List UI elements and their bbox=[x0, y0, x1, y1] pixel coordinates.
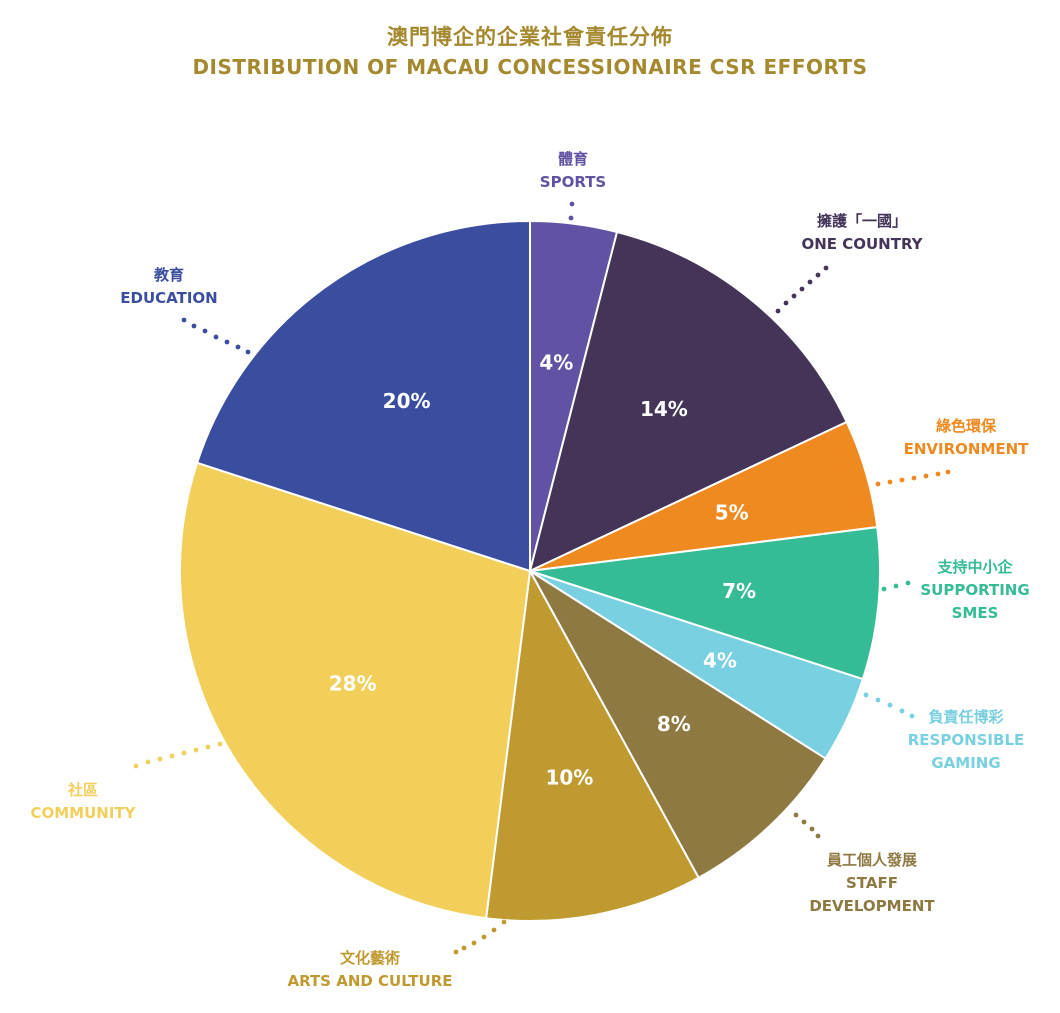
chart-title: 澳門博企的企業社會責任分佈 bbox=[387, 25, 673, 49]
category-name-zh-one-country: 擁護「一國」 bbox=[817, 212, 907, 230]
category-name-zh-supporting-smes: 支持中小企 bbox=[936, 558, 1013, 576]
category-name-zh-sports: 體育 bbox=[558, 150, 588, 168]
leader-dots-staff-development bbox=[793, 812, 821, 839]
category-name-zh-environment: 綠色環保 bbox=[936, 417, 997, 435]
category-label-staff-development: 員工個人發展 STAFF DEVELOPMENT bbox=[809, 851, 935, 915]
category-name-zh-arts-and-culture: 文化藝術 bbox=[340, 949, 400, 967]
category-name-en-arts-and-culture: ARTS AND CULTURE bbox=[287, 972, 452, 990]
category-name-en-sports: SPORTS bbox=[540, 173, 606, 191]
pie-slice-staff-development bbox=[529, 570, 827, 880]
category-label-community: 社區 COMMUNITY bbox=[30, 781, 136, 822]
chart-title-block: 澳門博企的企業社會責任分佈 DISTRIBUTION OF MACAU CONC… bbox=[0, 22, 1060, 82]
category-name-en-staff-development-1: STAFF bbox=[846, 874, 898, 892]
leader-dots-supporting-smes bbox=[881, 580, 911, 592]
slice-percent-arts-and-culture: 10% bbox=[545, 765, 593, 789]
category-name-en-supporting-smes-1: SUPPORTING bbox=[920, 581, 1029, 599]
slice-percent-sports: 4% bbox=[539, 351, 573, 375]
category-label-supporting-smes: 支持中小企 SUPPORTING SMES bbox=[920, 558, 1029, 622]
category-name-zh-community: 社區 bbox=[67, 781, 98, 799]
pie-slice-education bbox=[195, 219, 531, 573]
pie-slice-supporting-smes bbox=[529, 526, 881, 681]
category-name-zh-education: 教育 bbox=[153, 266, 184, 284]
slice-percent-one-country: 14% bbox=[640, 397, 688, 421]
leader-dots-one-country bbox=[775, 265, 829, 314]
slice-percent-supporting-smes: 7% bbox=[722, 579, 756, 603]
leader-dots-environment bbox=[875, 469, 951, 487]
chart-subtitle: DISTRIBUTION OF MACAU CONCESSIONAIRE CSR… bbox=[192, 55, 868, 79]
slice-percent-education: 20% bbox=[383, 389, 431, 413]
category-name-en-responsible-gaming-2: GAMING bbox=[931, 754, 1000, 772]
category-name-en-supporting-smes-2: SMES bbox=[952, 604, 999, 622]
category-label-arts-and-culture: 文化藝術 ARTS AND CULTURE bbox=[287, 949, 452, 990]
category-name-en-one-country: ONE COUNTRY bbox=[801, 235, 923, 253]
leader-dots-arts-and-culture bbox=[453, 919, 507, 955]
slice-percent-environment: 5% bbox=[715, 500, 749, 524]
category-label-environment: 綠色環保 ENVIRONMENT bbox=[904, 417, 1030, 458]
leader-dots-responsible-gaming bbox=[863, 692, 915, 719]
slice-percent-responsible-gaming: 4% bbox=[703, 648, 737, 672]
category-name-zh-responsible-gaming: 負責任博彩 bbox=[928, 708, 1003, 726]
slice-percent-community: 28% bbox=[329, 672, 377, 696]
slice-percent-staff-development: 8% bbox=[657, 712, 691, 736]
category-name-zh-staff-development: 員工個人發展 bbox=[826, 851, 917, 869]
category-name-en-education: EDUCATION bbox=[120, 289, 217, 307]
category-label-one-country: 擁護「一國」 ONE COUNTRY bbox=[801, 212, 923, 253]
pie-slice-community bbox=[179, 461, 532, 920]
leader-dots-sports bbox=[568, 201, 575, 221]
pie-slice-one-country bbox=[528, 230, 849, 573]
category-label-education: 教育 EDUCATION bbox=[120, 266, 217, 307]
category-label-sports: 體育 SPORTS bbox=[540, 150, 606, 191]
leader-dots-education bbox=[181, 317, 251, 355]
category-label-responsible-gaming: 負責任博彩 RESPONSIBLE GAMING bbox=[908, 708, 1025, 772]
leader-dots-community bbox=[133, 741, 223, 769]
category-name-en-environment: ENVIRONMENT bbox=[904, 440, 1030, 458]
category-name-en-community: COMMUNITY bbox=[30, 804, 136, 822]
category-name-en-responsible-gaming-1: RESPONSIBLE bbox=[908, 731, 1025, 749]
category-name-en-staff-development-2: DEVELOPMENT bbox=[809, 897, 935, 915]
